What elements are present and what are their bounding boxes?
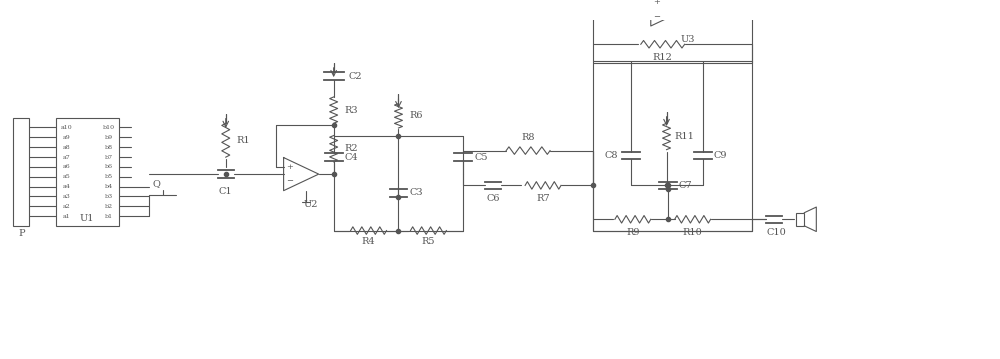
Text: R2: R2 [345, 144, 358, 153]
Text: C1: C1 [219, 187, 233, 196]
Text: a10: a10 [60, 125, 72, 130]
Text: b2: b2 [105, 204, 113, 209]
Text: R6: R6 [410, 111, 423, 120]
Text: R5: R5 [422, 237, 435, 246]
Text: a4: a4 [62, 184, 70, 189]
Text: a9: a9 [62, 135, 70, 140]
Bar [13, 118, 29, 226]
Text: C5: C5 [475, 153, 488, 162]
Text: a1: a1 [62, 214, 70, 219]
Text: +: + [286, 163, 293, 171]
Bar [796, 213, 804, 226]
Text: −: − [653, 13, 660, 21]
Text: a6: a6 [62, 164, 70, 169]
Text: C6: C6 [486, 194, 500, 203]
Text: R10: R10 [683, 228, 703, 237]
Text: b10: b10 [103, 125, 115, 130]
Text: P: P [18, 229, 25, 238]
Text: C7: C7 [679, 181, 692, 190]
Text: R1: R1 [237, 136, 251, 145]
Text: b8: b8 [105, 145, 113, 150]
Text: R11: R11 [675, 132, 694, 141]
Text: b1: b1 [105, 214, 113, 219]
Text: b6: b6 [105, 164, 113, 169]
Text: b3: b3 [105, 194, 113, 199]
Text: a2: a2 [62, 204, 70, 209]
Text: C2: C2 [349, 72, 362, 81]
Text: b9: b9 [105, 135, 113, 140]
Text: +: + [653, 0, 660, 6]
Text: a3: a3 [62, 194, 70, 199]
Text: C4: C4 [345, 153, 358, 162]
Text: U1: U1 [80, 214, 94, 223]
Text: a5: a5 [62, 174, 70, 179]
Text: b4: b4 [105, 184, 113, 189]
Text: R12: R12 [653, 53, 673, 62]
Text: R8: R8 [521, 133, 535, 142]
Text: b7: b7 [105, 154, 113, 159]
Text: R9: R9 [626, 228, 640, 237]
Text: −: − [286, 177, 293, 185]
Text: a8: a8 [62, 145, 70, 150]
Text: U2: U2 [303, 200, 318, 209]
Text: R7: R7 [536, 194, 550, 203]
Text: C10: C10 [767, 228, 786, 237]
Text: C9: C9 [714, 151, 727, 160]
Text: b5: b5 [105, 174, 113, 179]
Text: R4: R4 [362, 237, 375, 246]
Text: R3: R3 [345, 106, 358, 115]
Text: Q: Q [152, 179, 160, 188]
Text: a7: a7 [62, 154, 70, 159]
Text: C8: C8 [604, 151, 618, 160]
Bar [593, 61, 752, 230]
Text: C3: C3 [410, 188, 423, 197]
Bar [56, 118, 119, 226]
Text: U3: U3 [680, 35, 695, 44]
